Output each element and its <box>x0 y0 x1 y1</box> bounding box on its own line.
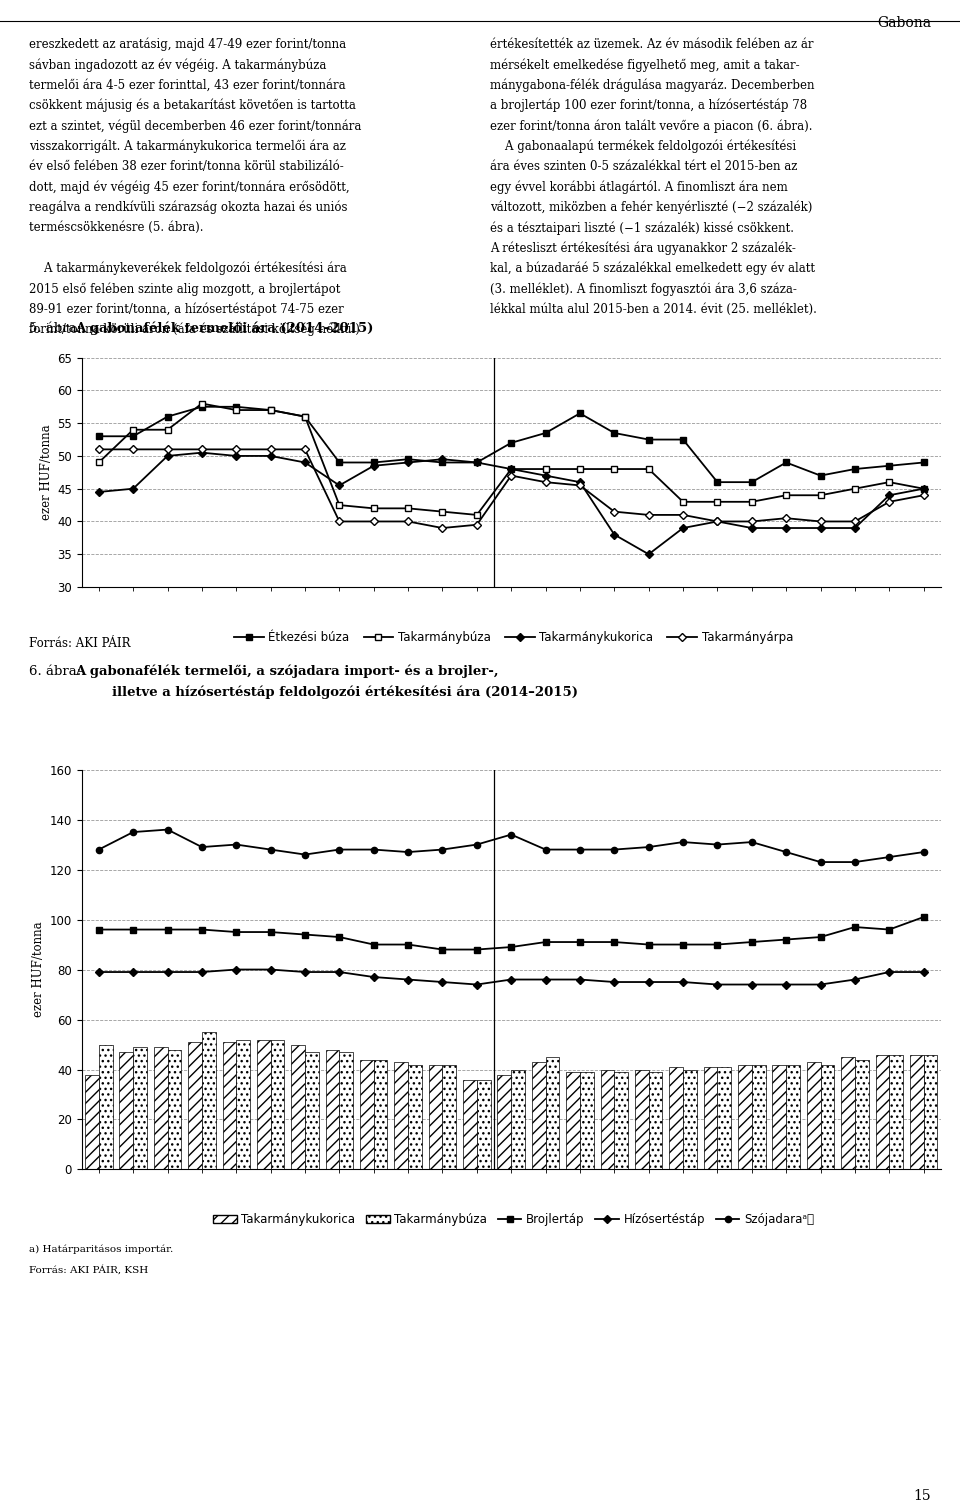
Bar <box>325 1050 339 1169</box>
Bar <box>511 1070 525 1169</box>
Bar <box>683 1070 697 1169</box>
Y-axis label: ezer HUF/tonna: ezer HUF/tonna <box>33 922 45 1017</box>
Text: ereszkedett az aratásig, majd 47-49 ezer forint/tonna: ereszkedett az aratásig, majd 47-49 ezer… <box>29 38 346 51</box>
Bar <box>202 1032 216 1169</box>
Bar <box>821 1064 834 1169</box>
Bar <box>545 1056 560 1169</box>
Bar <box>649 1071 662 1169</box>
Bar <box>924 1055 937 1169</box>
Bar <box>841 1056 854 1169</box>
Text: a) Határparitásos importár.: a) Határparitásos importár. <box>29 1245 173 1254</box>
Bar <box>876 1055 889 1169</box>
Bar <box>889 1055 903 1169</box>
Text: A gabonaalapú termékek feldolgozói értékesítési: A gabonaalapú termékek feldolgozói érték… <box>490 140 796 152</box>
Text: 15: 15 <box>914 1489 931 1503</box>
Text: ezer forint/tonna áron talált vevőre a piacon (6. ábra).: ezer forint/tonna áron talált vevőre a p… <box>490 119 812 133</box>
Bar <box>395 1062 408 1169</box>
Bar <box>786 1064 800 1169</box>
Text: év első felében 38 ezer forint/tonna körül stabilizáló-: év első felében 38 ezer forint/tonna kör… <box>29 160 344 174</box>
Text: dott, majd év végéig 45 ezer forint/tonnára erősödött,: dott, majd év végéig 45 ezer forint/tonn… <box>29 181 349 193</box>
Bar <box>854 1059 869 1169</box>
Legend: Takarmánykukorica, Takarmánybúza, Brojlertáp, Hízósertéstáp, Szójadaraᵃ⦳: Takarmánykukorica, Takarmánybúza, Brojle… <box>208 1209 819 1231</box>
Text: 2015 első felében szinte alig mozgott, a brojlertápot: 2015 első felében szinte alig mozgott, a… <box>29 282 340 296</box>
Text: 89-91 ezer forint/tonna, a hízósertéstápot 74-75 ezer: 89-91 ezer forint/tonna, a hízósertéstáp… <box>29 302 344 315</box>
Bar <box>339 1052 353 1169</box>
Bar <box>773 1064 786 1169</box>
Bar <box>360 1059 373 1169</box>
Bar <box>669 1067 683 1169</box>
Bar <box>704 1067 717 1169</box>
Bar <box>305 1052 319 1169</box>
Text: a brojlertáp 100 ezer forint/tonna, a hízósertéstáp 78: a brojlertáp 100 ezer forint/tonna, a hí… <box>490 100 806 112</box>
Bar <box>236 1040 250 1169</box>
Bar <box>717 1067 732 1169</box>
Text: A gabonafélék termelői ára (2014–2015): A gabonafélék termelői ára (2014–2015) <box>75 321 373 335</box>
Bar <box>463 1079 477 1169</box>
Bar <box>614 1071 628 1169</box>
Bar <box>85 1074 99 1169</box>
Text: csökkent májusig és a betakarítást követően is tartotta: csökkent májusig és a betakarítást követ… <box>29 100 355 112</box>
Text: Gabona: Gabona <box>877 15 931 30</box>
Bar <box>532 1062 545 1169</box>
Text: A gabonafélék termelői, a szójadara import- és a brojler-,: A gabonafélék termelői, a szójadara impo… <box>75 664 498 678</box>
Bar <box>408 1064 421 1169</box>
Bar <box>223 1043 236 1169</box>
Text: értékesítették az üzemek. Az év második felében az ár: értékesítették az üzemek. Az év második … <box>490 38 813 51</box>
Text: A takarmánykeverékek feldolgozói értékesítési ára: A takarmánykeverékek feldolgozói értékes… <box>29 263 347 275</box>
Bar <box>119 1052 133 1169</box>
Bar <box>601 1070 614 1169</box>
Text: (3. melléklet). A finomliszt fogyasztói ára 3,6 száza-: (3. melléklet). A finomliszt fogyasztói … <box>490 282 797 296</box>
Text: lékkal múlta alul 2015-ben a 2014. évit (25. melléklet).: lékkal múlta alul 2015-ben a 2014. évit … <box>490 302 816 315</box>
Text: illetve a hízósertéstáp feldolgozói értékesítési ára (2014–2015): illetve a hízósertéstáp feldolgozói érté… <box>75 685 578 699</box>
Text: forint/tonna körüli áron (áfa és szállítási költség nélkül): forint/tonna körüli áron (áfa és szállít… <box>29 323 360 337</box>
Text: Forrás: AKI PÁIR, KSH: Forrás: AKI PÁIR, KSH <box>29 1265 148 1275</box>
Bar <box>910 1055 924 1169</box>
Bar <box>443 1064 456 1169</box>
Bar <box>635 1070 649 1169</box>
Legend: Étkezési búza, Takarmánybúza, Takarmánykukorica, Takarmányárpa: Étkezési búza, Takarmánybúza, Takarmányk… <box>229 626 798 649</box>
Text: Forrás: AKI PÁIR: Forrás: AKI PÁIR <box>29 637 131 650</box>
Bar <box>429 1064 443 1169</box>
Text: termelői ára 4-5 ezer forinttal, 43 ezer forint/tonnára: termelői ára 4-5 ezer forinttal, 43 ezer… <box>29 78 346 92</box>
Bar <box>291 1044 305 1169</box>
Bar <box>99 1044 112 1169</box>
Text: reagálva a rendkívüli szárazság okozta hazai és uniós: reagálva a rendkívüli szárazság okozta h… <box>29 201 348 214</box>
Text: terméscsökkenésre (5. ábra).: terméscsökkenésre (5. ábra). <box>29 222 204 234</box>
Bar <box>271 1040 284 1169</box>
Text: A rétesliszt értékesítési ára ugyanakkor 2 százalék-: A rétesliszt értékesítési ára ugyanakkor… <box>490 241 796 255</box>
Bar <box>154 1047 168 1169</box>
Bar <box>373 1059 388 1169</box>
Bar <box>566 1071 580 1169</box>
Text: változott, miközben a fehér kenyérliszté (−2 százalék): változott, miközben a fehér kenyérliszté… <box>490 201 812 214</box>
Bar <box>257 1040 271 1169</box>
Text: egy évvel korábbi átlagártól. A finomliszt ára nem: egy évvel korábbi átlagártól. A finomlis… <box>490 181 787 193</box>
Text: sávban ingadozott az év végéig. A takarmánybúza: sávban ingadozott az év végéig. A takarm… <box>29 57 326 71</box>
Text: 6. ábra:: 6. ábra: <box>29 664 85 678</box>
Bar <box>188 1043 202 1169</box>
Text: 5. ábra:: 5. ábra: <box>29 321 85 335</box>
Text: ára éves szinten 0-5 százalékkal tért el 2015-ben az: ára éves szinten 0-5 százalékkal tért el… <box>490 160 797 174</box>
Bar <box>738 1064 752 1169</box>
Bar <box>752 1064 765 1169</box>
Text: kal, a búzadaráé 5 százalékkal emelkedett egy év alatt: kal, a búzadaráé 5 százalékkal emelkedet… <box>490 263 815 275</box>
Text: mánygabona-félék drágulása magyaráz. Decemberben: mánygabona-félék drágulása magyaráz. Dec… <box>490 78 814 92</box>
Text: ezt a szintet, végül decemberben 46 ezer forint/tonnára: ezt a szintet, végül decemberben 46 ezer… <box>29 119 361 133</box>
Bar <box>580 1071 593 1169</box>
Bar <box>167 1050 181 1169</box>
Bar <box>133 1047 147 1169</box>
Text: és a tésztaipari liszté (−1 százalék) kissé csökkent.: és a tésztaipari liszté (−1 százalék) ki… <box>490 222 794 234</box>
Text: mérsékelt emelkedése figyelhető meg, amit a takar-: mérsékelt emelkedése figyelhető meg, ami… <box>490 57 800 71</box>
Bar <box>477 1079 491 1169</box>
Bar <box>497 1074 511 1169</box>
Y-axis label: ezer HUF/tonna: ezer HUF/tonna <box>39 424 53 521</box>
Text: visszakorrigált. A takarmánykukorica termelői ára az: visszakorrigált. A takarmánykukorica ter… <box>29 140 346 152</box>
Bar <box>806 1062 821 1169</box>
